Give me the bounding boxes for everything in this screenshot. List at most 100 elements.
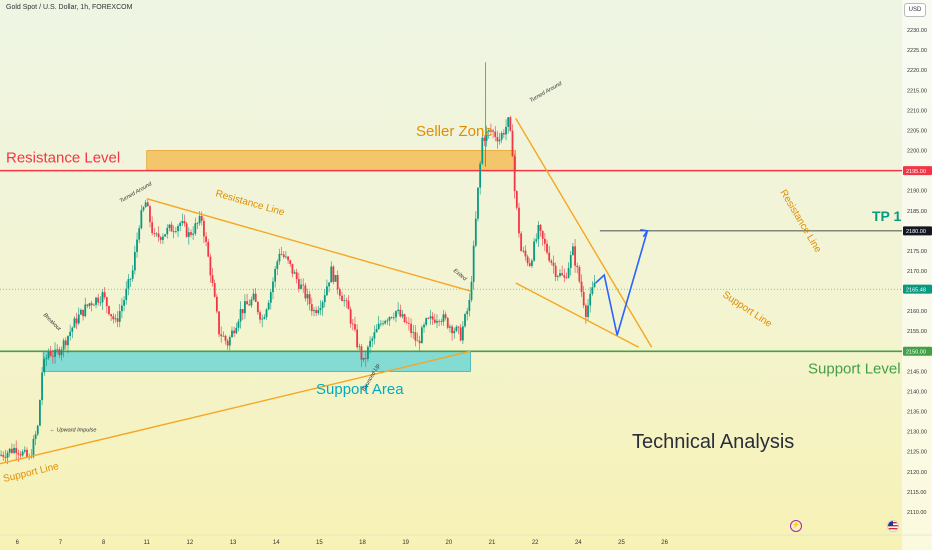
candle-body	[485, 131, 488, 141]
candle-body	[582, 291, 585, 306]
support-level-label: Support Level	[808, 360, 901, 377]
candle-body	[552, 262, 555, 266]
candle-body	[541, 230, 544, 239]
candle-body	[211, 275, 214, 283]
candle-body	[183, 221, 186, 224]
candle-body	[563, 275, 566, 278]
candle-body	[528, 263, 531, 266]
candle-body	[388, 317, 391, 321]
y-tick-label: 2125.00	[907, 450, 927, 456]
candle-body	[319, 308, 322, 311]
candle-body	[155, 233, 158, 235]
candle-body	[351, 323, 354, 325]
candle-body	[375, 328, 378, 333]
candle-body	[338, 289, 341, 296]
candle-body	[427, 318, 430, 319]
candle-body	[34, 434, 37, 440]
candle-body	[524, 250, 527, 257]
candle-body	[110, 314, 113, 317]
candle-body	[157, 233, 160, 238]
currency-button[interactable]: USD	[904, 3, 926, 17]
x-tick-label: 7	[59, 540, 63, 546]
candle-body	[43, 359, 46, 373]
candle-body	[423, 324, 425, 328]
candle-body	[45, 358, 48, 360]
candle-body	[556, 276, 559, 277]
candle-body	[373, 332, 376, 339]
candle-body	[276, 261, 279, 269]
candle-body	[131, 270, 134, 279]
y-tick-label: 2155.00	[907, 329, 927, 335]
x-tick-label: 22	[532, 540, 539, 546]
x-tick-label: 20	[445, 540, 452, 546]
candle-body	[2, 454, 5, 457]
candle-body	[444, 314, 447, 319]
candle-body	[401, 314, 404, 317]
candle-body	[472, 245, 475, 282]
candle-body	[464, 314, 466, 327]
candle-body	[468, 299, 471, 312]
candle-body	[576, 265, 579, 268]
y-tick-label: 2170.00	[907, 269, 927, 275]
candle-body	[174, 231, 177, 232]
candle-body	[261, 318, 264, 320]
price-axis-bg	[902, 0, 932, 550]
x-tick-label: 18	[359, 540, 366, 546]
candle-body	[92, 304, 95, 306]
candle-body	[496, 136, 499, 142]
price-label-badge	[903, 284, 932, 294]
candle-body	[297, 279, 300, 289]
candle-body	[54, 349, 56, 357]
x-tick-label: 13	[230, 540, 237, 546]
candle-body	[280, 253, 283, 255]
candle-body	[295, 272, 298, 280]
candle-body	[539, 224, 542, 231]
candle-body	[343, 300, 346, 302]
candle-body	[554, 265, 557, 277]
lightning-icon[interactable]: ⚡	[790, 520, 802, 532]
price-label-badge	[903, 226, 932, 236]
candle-body	[213, 282, 216, 297]
candle-body	[105, 297, 108, 307]
candle-body	[235, 327, 238, 334]
candle-body	[56, 349, 59, 351]
resistance-trendline-main	[146, 198, 471, 292]
us-flag-icon[interactable]	[887, 520, 899, 532]
candle-body	[205, 236, 207, 242]
candle-body	[88, 303, 91, 306]
y-tick-label: 2215.00	[907, 88, 927, 94]
candle-body	[51, 355, 54, 357]
candle-body	[574, 246, 576, 266]
support-trendline-main	[0, 350, 471, 465]
candle-body	[306, 294, 309, 299]
candle-body	[565, 277, 568, 279]
candle-body	[41, 372, 43, 401]
candle-body	[356, 329, 359, 348]
candle-body	[520, 233, 523, 252]
candle-body	[263, 317, 266, 319]
candle-body	[323, 295, 326, 303]
candle-body	[168, 224, 171, 228]
seller-zone-label: Seller Zone	[416, 123, 493, 140]
candle-body	[578, 267, 581, 282]
candle-body	[487, 130, 490, 132]
candle-body	[198, 215, 201, 224]
candle-body	[481, 137, 484, 164]
candle-body	[190, 232, 192, 235]
candle-body	[196, 223, 199, 224]
candle-body	[291, 263, 294, 274]
candle-body	[494, 131, 497, 137]
candle-body	[222, 335, 225, 337]
candle-body	[490, 130, 492, 131]
candle-body	[192, 233, 195, 235]
candle-body	[159, 237, 162, 240]
candle-body	[129, 278, 132, 280]
candle-body	[328, 282, 330, 287]
candle-body	[410, 323, 412, 333]
candle-body	[151, 222, 154, 234]
candle-body	[121, 305, 123, 312]
candle-body	[498, 139, 501, 142]
candle-body	[101, 292, 104, 303]
